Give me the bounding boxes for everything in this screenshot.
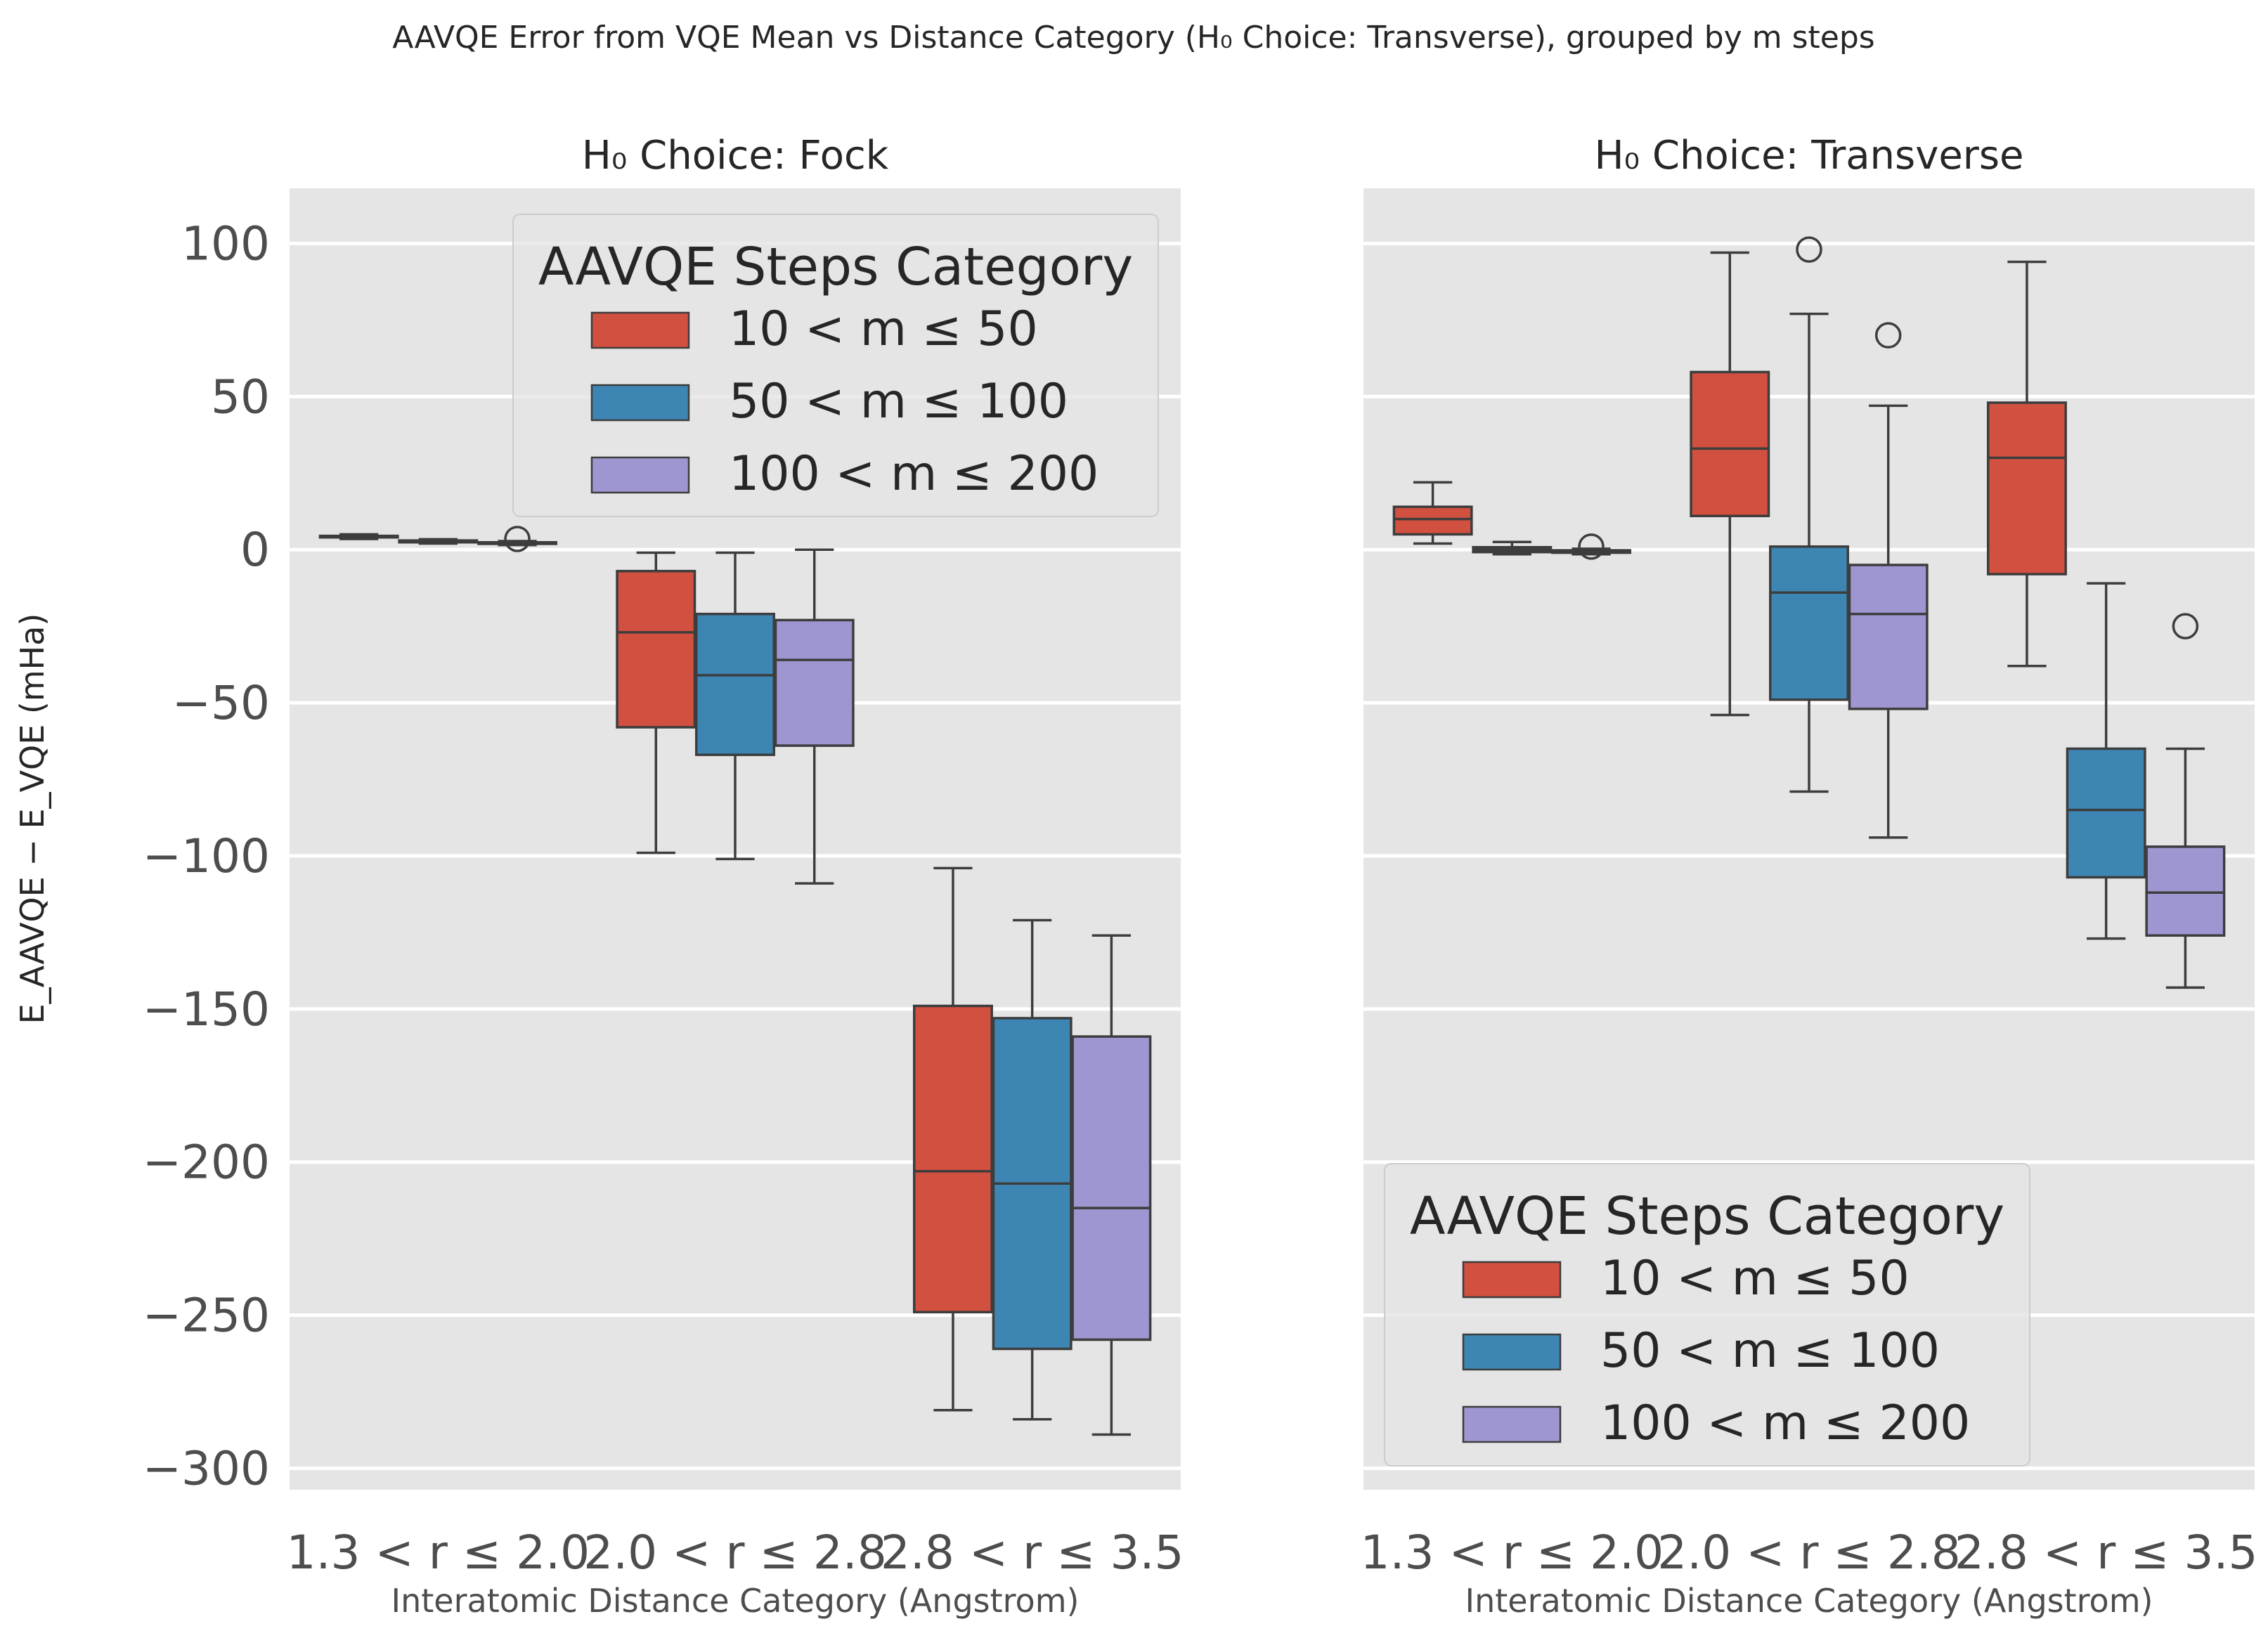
- legend-title: AAVQE Steps Category: [1410, 1186, 2004, 1247]
- box-group: [1986, 260, 2067, 668]
- y-tick-label: −150: [143, 982, 270, 1036]
- panel-transverse-boxes: [1392, 236, 2226, 989]
- y-tick-label: −300: [143, 1441, 270, 1495]
- box-group: [1392, 481, 1473, 545]
- box-group: [398, 538, 479, 545]
- box: [1986, 401, 2067, 576]
- box-group: [1769, 236, 1849, 793]
- y-tick-label: −250: [143, 1289, 270, 1343]
- x-tick-label: 2.8 < r ≤ 3.5: [1955, 1526, 2258, 1580]
- panel-fock-title: H₀ Choice: Fock: [582, 133, 889, 178]
- legend-swatch: [1462, 1333, 1562, 1371]
- outlier-point: [504, 526, 531, 552]
- box: [1071, 1035, 1152, 1341]
- box: [774, 618, 855, 747]
- panel-transverse: 1.3 < r ≤ 2.02.0 < r ≤ 2.82.8 < r ≤ 3.5 …: [1361, 133, 2258, 1620]
- box-group: [2066, 582, 2146, 940]
- panel-transverse-x-axis-label: Interatomic Distance Category (Angstrom): [1465, 1582, 2153, 1620]
- x-tick-label: 1.3 < r ≤ 2.0: [1361, 1526, 1664, 1580]
- outlier-point: [2172, 613, 2199, 639]
- box: [2145, 845, 2226, 937]
- legend-swatch: [1462, 1261, 1562, 1299]
- legend-frame: [512, 214, 1159, 517]
- outlier-point: [1796, 236, 1822, 263]
- box-group: [695, 551, 775, 861]
- box: [695, 612, 775, 756]
- y-tick-label: 100: [181, 216, 270, 271]
- box: [912, 1004, 993, 1314]
- box-group: [992, 918, 1073, 1421]
- x-tick-label: 1.3 < r ≤ 2.0: [287, 1526, 590, 1580]
- y-tick-label: 0: [240, 523, 270, 577]
- box: [1848, 564, 1929, 710]
- outlier-point: [1874, 322, 1902, 349]
- legend-swatch: [590, 384, 690, 422]
- legend-frame: [1384, 1163, 2030, 1467]
- y-tick-label: −100: [143, 829, 270, 883]
- box-group: [774, 548, 855, 885]
- legend-label: 100 < m ≤ 200: [729, 446, 1099, 502]
- box-group: [2145, 613, 2226, 989]
- box: [1392, 505, 1473, 536]
- panel-fock: 100 50 0 −50 −100 −150 −200 −250 −300 1.3 < r ≤ …: [143, 133, 1184, 1620]
- legend-swatch: [590, 456, 690, 494]
- legend-label: 100 < m ≤ 200: [1600, 1396, 1970, 1451]
- y-axis-label: E_AAVQE − E_VQE (mHa): [13, 613, 51, 1025]
- box-group: [318, 533, 399, 540]
- panel-fock-x-ticks: 1.3 < r ≤ 2.02.0 < r ≤ 2.82.8 < r ≤ 3.5: [287, 1526, 1184, 1580]
- panel-fock-y-ticks: 100 50 0 −50 −100 −150 −200 −250 −300: [143, 216, 270, 1495]
- y-tick-label: −200: [143, 1136, 270, 1190]
- box-group: [477, 526, 558, 552]
- box-group: [912, 866, 993, 1412]
- x-tick-label: 2.0 < r ≤ 2.8: [583, 1526, 887, 1580]
- x-tick-label: 2.8 < r ≤ 3.5: [881, 1526, 1184, 1580]
- box-group: [1690, 251, 1770, 717]
- box-group: [1848, 322, 1929, 839]
- legend-label: 50 < m ≤ 100: [1600, 1323, 1940, 1379]
- figure-suptitle: AAVQE Error from VQE Mean vs Distance Ca…: [392, 20, 1874, 56]
- box-group: [1071, 934, 1152, 1436]
- x-tick-label: 2.0 < r ≤ 2.8: [1657, 1526, 1961, 1580]
- box: [1690, 370, 1770, 518]
- panel-fock-x-axis-label: Interatomic Distance Category (Angstrom): [391, 1582, 1080, 1620]
- y-tick-label: −50: [172, 676, 270, 730]
- legend-swatch: [590, 311, 690, 349]
- outlier-point: [1578, 533, 1605, 560]
- legend-label: 50 < m ≤ 100: [729, 374, 1068, 429]
- legend-swatch: [1462, 1405, 1562, 1443]
- legend-label: 10 < m ≤ 50: [729, 301, 1038, 357]
- legend-label: 10 < m ≤ 50: [1600, 1251, 1910, 1306]
- panel-transverse-title: H₀ Choice: Transverse: [1595, 133, 2024, 178]
- y-tick-label: 50: [211, 370, 270, 424]
- box-group: [1551, 533, 1632, 560]
- box-group: [616, 551, 696, 854]
- panel-transverse-x-ticks: 1.3 < r ≤ 2.02.0 < r ≤ 2.82.8 < r ≤ 3.5: [1361, 1526, 2258, 1580]
- box: [616, 569, 696, 729]
- panel-fock-boxes: [318, 526, 1152, 1436]
- legend-title: AAVQE Steps Category: [538, 237, 1133, 297]
- box: [2066, 747, 2146, 879]
- box-group: [1472, 540, 1553, 556]
- box: [1769, 545, 1849, 701]
